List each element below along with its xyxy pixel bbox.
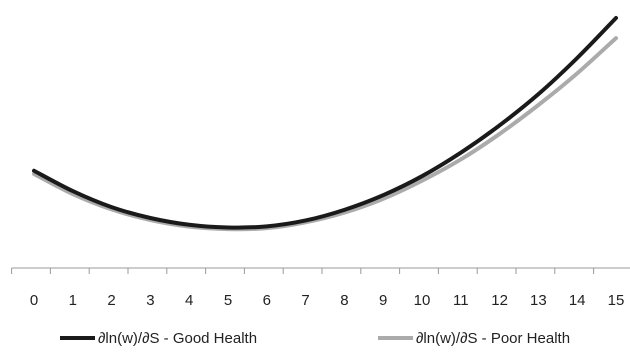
x-tick-label: 10 (414, 292, 431, 309)
series-line-good-health (32, 15, 618, 230)
x-tick-label: 5 (224, 292, 232, 309)
x-tick-label: 9 (379, 292, 387, 309)
legend-label: ∂ln(w)/∂S - Good Health (98, 330, 257, 347)
x-tick-label: 4 (185, 292, 193, 309)
x-tick-label: 15 (608, 292, 625, 309)
x-tick-label: 8 (340, 292, 348, 309)
x-tick-label: 1 (69, 292, 77, 309)
x-tick-label: 0 (30, 292, 38, 309)
x-tick-label: 13 (530, 292, 547, 309)
x-axis (11, 267, 630, 274)
legend: ∂ln(w)/∂S - Good Health ∂ln(w)/∂S - Poor … (60, 330, 570, 347)
x-tick-labels: 0 1 2 3 4 5 6 7 8 9 10 11 12 13 14 15 (30, 292, 625, 309)
x-tick-label: 11 (453, 292, 469, 309)
x-tick-label: 6 (263, 292, 271, 309)
x-tick-label: 14 (569, 292, 586, 309)
legend-item-poor-health: ∂ln(w)/∂S - Poor Health (378, 330, 570, 347)
legend-label: ∂ln(w)/∂S - Poor Health (416, 330, 570, 347)
legend-item-good-health: ∂ln(w)/∂S - Good Health (60, 330, 257, 347)
x-tick-label: 7 (301, 292, 309, 309)
series-line-poor-health (32, 36, 618, 232)
x-tick-label: 3 (146, 292, 154, 309)
x-tick-label: 12 (491, 292, 508, 309)
x-tick-label: 2 (107, 292, 115, 309)
series-layer (32, 15, 618, 232)
